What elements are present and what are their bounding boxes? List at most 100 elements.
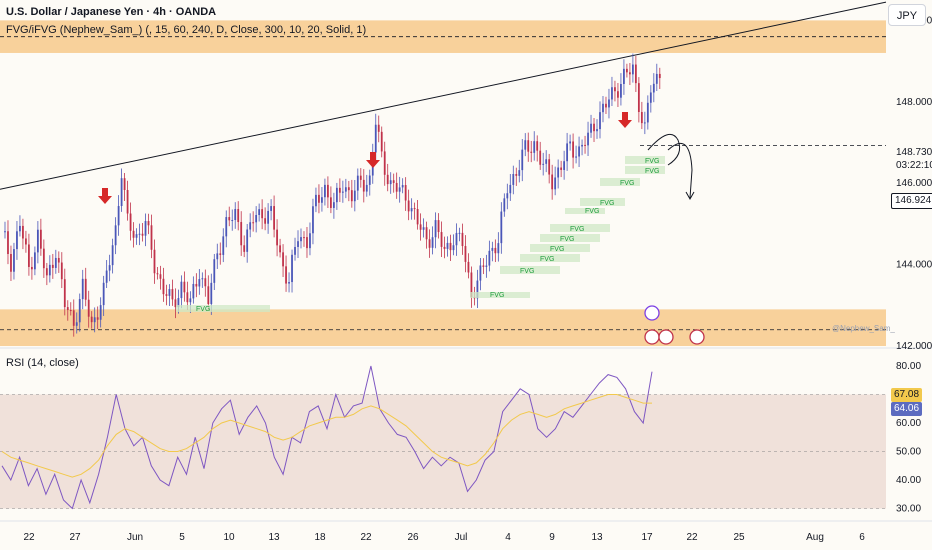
candle-body — [282, 252, 284, 267]
trendline — [0, 1, 887, 190]
candle-body — [243, 245, 246, 252]
candle-body — [539, 150, 542, 165]
fvg-box — [176, 305, 270, 312]
candle-body — [440, 232, 443, 247]
candle-body — [195, 283, 198, 287]
candle-body — [584, 144, 586, 146]
event-icon — [689, 329, 705, 345]
candle-body — [123, 178, 126, 190]
price-axis-bg — [886, 0, 932, 550]
candle-body — [646, 102, 649, 123]
candle-body — [467, 261, 470, 273]
candle-body — [246, 229, 249, 252]
candle-body — [413, 208, 416, 210]
candle-body — [383, 151, 386, 175]
candle-body — [533, 141, 536, 153]
candle-body — [461, 232, 464, 247]
bar-countdown-label: 03:22:10 — [896, 160, 932, 171]
candle-body — [626, 68, 628, 73]
candle-body — [356, 175, 359, 191]
fvg-label: FVG — [645, 158, 659, 165]
candle-body — [204, 278, 207, 287]
candle-body — [324, 184, 326, 198]
candle-body — [551, 174, 554, 190]
candle-body — [60, 262, 63, 280]
candle-body — [174, 299, 177, 308]
candle-body — [309, 233, 311, 249]
candle-body — [611, 87, 613, 100]
candle-body — [494, 247, 497, 254]
time-tick-label: 13 — [268, 532, 280, 543]
rsi-value-label: 67.08 — [891, 388, 923, 402]
candle-body — [13, 249, 15, 272]
candle-body — [503, 198, 506, 212]
candle-body — [141, 233, 144, 236]
fvg-label: FVG — [600, 200, 614, 207]
candle-body — [150, 225, 153, 250]
candle-body — [249, 222, 252, 230]
candle-body — [389, 180, 392, 185]
indicator-legend[interactable]: FVG/iFVG (Nephew_Sam_) (, 15, 60, 240, D… — [6, 24, 367, 36]
candle-body — [45, 268, 48, 276]
candle-body — [602, 103, 604, 113]
time-tick-label: Jul — [455, 532, 468, 543]
candle-body — [291, 254, 293, 283]
time-tick-label: 17 — [641, 532, 653, 543]
candle-body — [542, 163, 545, 165]
candle-body — [69, 310, 72, 312]
candle-body — [536, 141, 539, 151]
candle-body — [649, 92, 652, 103]
candle-body — [410, 208, 413, 212]
symbol-title[interactable]: U.S. Dollar / Japanese Yen · 4h · OANDA — [6, 6, 217, 18]
fvg-label: FVG — [620, 180, 634, 187]
candle-body — [608, 99, 610, 108]
price-tick-label: 144.000 — [896, 260, 932, 271]
candle-body — [392, 180, 395, 183]
candle-body — [377, 124, 380, 132]
candle-body — [28, 244, 30, 267]
candle-body — [279, 245, 281, 253]
candle-body — [321, 197, 323, 203]
candle-body — [327, 184, 329, 198]
candle-body — [228, 217, 231, 221]
rsi-title[interactable]: RSI (14, close) — [6, 357, 79, 369]
candle-body — [165, 294, 168, 296]
time-tick-label: 13 — [591, 532, 603, 543]
candle-body — [332, 202, 335, 208]
fvg-box — [500, 266, 560, 274]
candle-body — [114, 225, 117, 246]
fvg-label: FVG — [196, 306, 210, 313]
candle-body — [306, 237, 308, 249]
candle-body — [395, 182, 398, 192]
candle-body — [276, 229, 278, 246]
candle-body — [102, 282, 105, 306]
candle-body — [617, 91, 619, 98]
candle-body — [285, 266, 287, 284]
candle-body — [237, 209, 240, 223]
candle-body — [294, 246, 296, 255]
candle-body — [350, 190, 353, 202]
currency-button[interactable]: JPY — [888, 4, 926, 26]
candle-body — [129, 213, 132, 231]
event-icon — [644, 329, 660, 345]
rsi-tick-label: 60.00 — [896, 418, 921, 429]
swing-high-marker — [98, 188, 112, 204]
candle-body — [563, 161, 566, 170]
candle-body — [374, 124, 377, 153]
rsi-ma-value-label: 64.06 — [891, 402, 923, 416]
candle-body — [521, 149, 524, 171]
candle-body — [380, 131, 383, 152]
candle-body — [587, 132, 589, 146]
candle-body — [207, 286, 210, 304]
fvg-box — [625, 156, 665, 164]
support-zone — [0, 309, 886, 346]
candle-body — [518, 170, 521, 176]
candle-body — [575, 156, 577, 158]
candle-body — [300, 237, 302, 242]
candle-body — [658, 73, 661, 79]
candle-body — [548, 159, 551, 175]
candle-body — [87, 299, 90, 317]
fvg-label: FVG — [550, 246, 564, 253]
candle-body — [344, 187, 347, 192]
